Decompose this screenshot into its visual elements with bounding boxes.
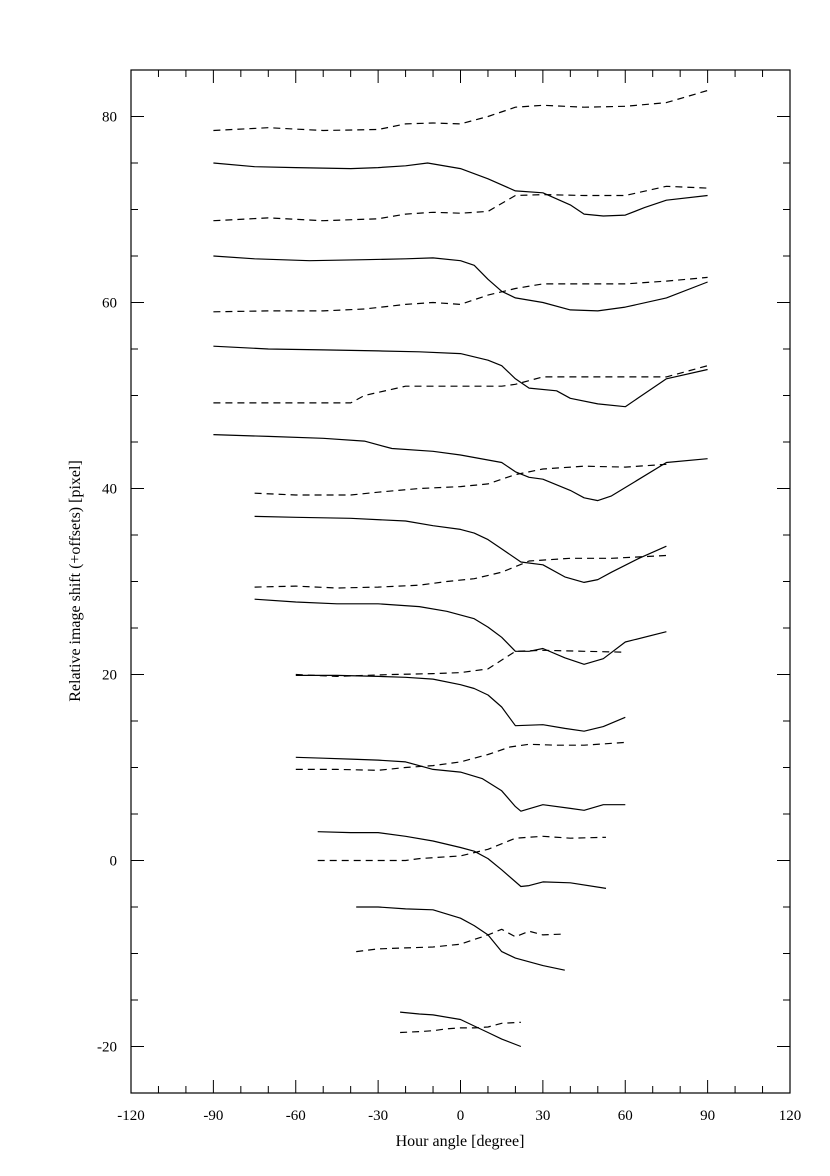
y-tick-label: 80	[102, 110, 117, 126]
y-axis-label: Relative image shift (+offsets) [pixel]	[67, 460, 84, 702]
series-line-8-dashed	[254, 463, 667, 496]
x-tick-label: 90	[700, 1108, 715, 1124]
x-tick-label: -90	[203, 1108, 223, 1124]
x-tick-label: -120	[117, 1108, 145, 1124]
series-line-5-solid	[213, 345, 708, 408]
axis-ticks	[130, 69, 791, 1094]
x-tick-label: -60	[286, 1108, 306, 1124]
series-line-6-dashed	[213, 365, 708, 404]
series-line-17-solid	[317, 831, 607, 889]
series-line-21-solid	[400, 1011, 522, 1048]
y-tick-label: -20	[97, 1040, 117, 1056]
series-line-15-solid	[295, 756, 626, 812]
x-axis-label: Hour angle [degree]	[396, 1133, 525, 1150]
series-group	[213, 89, 708, 1048]
series-line-11-solid	[254, 598, 667, 665]
series-line-10-dashed	[254, 554, 667, 589]
series-line-14-dashed	[295, 741, 626, 771]
series-line-19-solid	[356, 906, 565, 971]
series-line-18-dashed	[356, 928, 565, 953]
x-tick-label: 30	[535, 1108, 550, 1124]
series-line-1-solid	[213, 162, 708, 217]
series-line-13-solid	[295, 674, 626, 732]
x-tick-label: 0	[457, 1108, 465, 1124]
x-tick-label: -30	[368, 1108, 388, 1124]
x-tick-label: 120	[779, 1108, 802, 1124]
series-line-2-dashed	[213, 185, 708, 222]
series-line-0-dashed	[213, 89, 708, 132]
y-tick-label: 40	[102, 482, 117, 498]
x-tick-label: 60	[618, 1108, 633, 1124]
series-line-20-dashed	[400, 1021, 521, 1034]
plot-frame	[130, 69, 791, 1094]
series-line-16-dashed	[317, 835, 607, 862]
series-line-9-solid	[254, 515, 667, 584]
y-tick-label: 60	[102, 296, 117, 312]
series-line-3-solid	[213, 255, 708, 312]
y-tick-label: 0	[110, 854, 118, 870]
series-line-12-dashed	[295, 649, 626, 678]
y-tick-label: 20	[102, 668, 117, 684]
series-line-4-dashed	[213, 276, 708, 313]
tick-labels: -120 -90 -60 -30 0 30 60 90 120 -20 0 20 40 60 80	[97, 110, 801, 1125]
series-line-7-solid	[213, 434, 708, 502]
